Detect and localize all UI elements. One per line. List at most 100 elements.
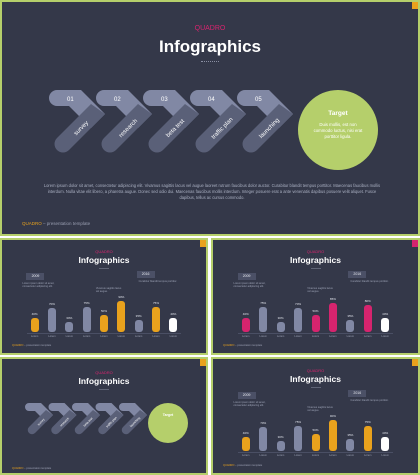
- bar-value-label: 40%: [242, 312, 249, 317]
- chart-bar: [169, 318, 178, 332]
- note-left: Lorem ipsum dolor sit amet, consectetur …: [233, 401, 266, 408]
- chart-bar: [381, 318, 390, 332]
- chart-bar: [328, 303, 337, 332]
- bar-value-label: 85%: [329, 297, 336, 302]
- target-text: Duis mollis, est non commodo luctus, nis…: [313, 122, 363, 139]
- bar-value-label: 75%: [364, 419, 371, 424]
- year-tag-left: 2009: [237, 392, 256, 399]
- chart-bar: [346, 439, 355, 451]
- chart-bar: [152, 306, 161, 332]
- bar-category-label: Lorem: [100, 335, 108, 338]
- step-number: 05: [255, 97, 262, 103]
- bar-category-label: Lorem: [30, 335, 39, 338]
- step-label: research: [59, 416, 70, 427]
- chart-bar: [134, 320, 143, 332]
- note-left: Lorem ipsum dolor sit amet, consectetur …: [233, 282, 266, 289]
- chevron-lower: [74, 410, 100, 435]
- chart-bar: [117, 301, 126, 332]
- body-paragraph: Lorem ipsum dolor sit amet, consectetur …: [43, 183, 381, 200]
- slide-title: Infographics: [78, 376, 130, 386]
- slide-subtitle: QUADRO: [194, 25, 226, 32]
- footer-text: presentation template: [26, 467, 52, 470]
- bar-value-label: 40%: [382, 431, 389, 436]
- bar-category-label: Lorem: [294, 335, 302, 338]
- bar-value-label: 30%: [277, 315, 284, 320]
- process-step: research: [48, 403, 77, 435]
- bar-category-label: Lorem: [311, 335, 320, 338]
- bar-value-label: 35%: [135, 314, 142, 319]
- chart-bar: [276, 440, 285, 451]
- bar-value-label: 75%: [295, 419, 302, 424]
- title-divider: [99, 389, 109, 390]
- footer: QUADRO – presentation template: [22, 221, 91, 226]
- bar-value-label: 40%: [170, 312, 177, 317]
- thumb-chart-orange-2[interactable]: QUADRO Infographics 2009 2016 Lorem ipsum do…: [211, 357, 420, 475]
- bar-value-label: 70%: [48, 302, 55, 307]
- step-number: 01: [67, 97, 74, 103]
- thumb-chart-orange[interactable]: QUADRO Infographics 2009 2016 Lorem ipsum do…: [0, 238, 208, 355]
- bar-category-label: Lorem: [259, 335, 267, 338]
- title-divider: [311, 387, 320, 388]
- bar-category-label: Lorem: [276, 454, 285, 457]
- step-label: survey: [36, 417, 45, 426]
- footer-brand: QUADRO: [12, 344, 24, 347]
- bar-category-label: Lorem: [364, 335, 372, 338]
- chart-bar: [294, 308, 303, 332]
- bar-category-label: Lorem: [48, 335, 56, 338]
- chart-bar: [47, 308, 56, 332]
- footer: QUADRO – presentation template: [223, 464, 263, 467]
- chart-bar: [65, 321, 74, 332]
- footer-text: presentation template: [26, 344, 52, 347]
- bar-value-label: 75%: [153, 300, 160, 305]
- chevron-lower: [101, 104, 152, 153]
- chevron-lower: [121, 410, 147, 435]
- chart-bar: [100, 315, 108, 332]
- step-number: 02: [114, 97, 121, 103]
- chevron-lower: [148, 104, 199, 153]
- year-tag-right: 2016: [348, 271, 367, 278]
- target-circle[interactable]: Target: [148, 403, 188, 443]
- chevron-lower: [98, 410, 124, 435]
- thumb-chart-magenta[interactable]: QUADRO Infographics 2009 2016 Lorem ipsum do…: [211, 238, 420, 355]
- bar-value-label: 90%: [329, 414, 336, 419]
- year-tag-left: 2009: [26, 273, 45, 280]
- slide-title: Infographics: [158, 37, 261, 56]
- chart-bar: [346, 320, 355, 332]
- chart-bar: [363, 425, 372, 451]
- note-right: Curabitur blandit tempus porttitor.: [350, 399, 389, 402]
- bar-value-label: 50%: [312, 309, 319, 313]
- bar-value-label: 80%: [364, 298, 371, 303]
- thumb-process[interactable]: QUADRO Infographics survey research beta t…: [0, 357, 208, 475]
- slide-subtitle: QUADRO: [95, 249, 113, 254]
- bar-value-label: 75%: [260, 300, 267, 305]
- note-right: Curabitur blandit tempus porttitor.: [138, 280, 178, 283]
- chart-bar: [259, 306, 268, 332]
- footer-text: presentation template: [237, 464, 263, 467]
- chevron-lower: [242, 104, 293, 153]
- bar-category-label: Lorem: [242, 335, 250, 338]
- note-right: Curabitur blandit tempus porttitor.: [350, 280, 389, 283]
- chevron-lower: [54, 104, 105, 153]
- target-circle[interactable]: Target Duis mollis, est non commodo luct…: [298, 90, 378, 170]
- footer-text: presentation template: [46, 221, 91, 226]
- main-slide[interactable]: QUADRO Infographics 01 survey 02 research 03…: [0, 0, 420, 236]
- chart-baseline: [26, 333, 182, 334]
- chart-bar: [259, 427, 268, 451]
- chevron-lower: [195, 104, 246, 153]
- chevron-lower: [27, 410, 53, 435]
- title-divider: [311, 268, 320, 269]
- bar-value-label: 30%: [277, 434, 284, 439]
- corner-marker: [412, 240, 418, 247]
- year-tag-left: 2009: [237, 273, 256, 280]
- chart-bar: [311, 434, 320, 451]
- process-step: launching: [119, 403, 147, 435]
- note-mid: Vivamus sagittis lacus vel augue.: [95, 287, 122, 294]
- corner-marker: [200, 359, 206, 366]
- slide-subtitle: QUADRO: [306, 249, 325, 254]
- bar-category-label: Lorem: [152, 335, 160, 338]
- year-tag-right: 2016: [136, 271, 155, 278]
- chart-bar: [82, 306, 91, 332]
- bar-value-label: 35%: [347, 433, 354, 438]
